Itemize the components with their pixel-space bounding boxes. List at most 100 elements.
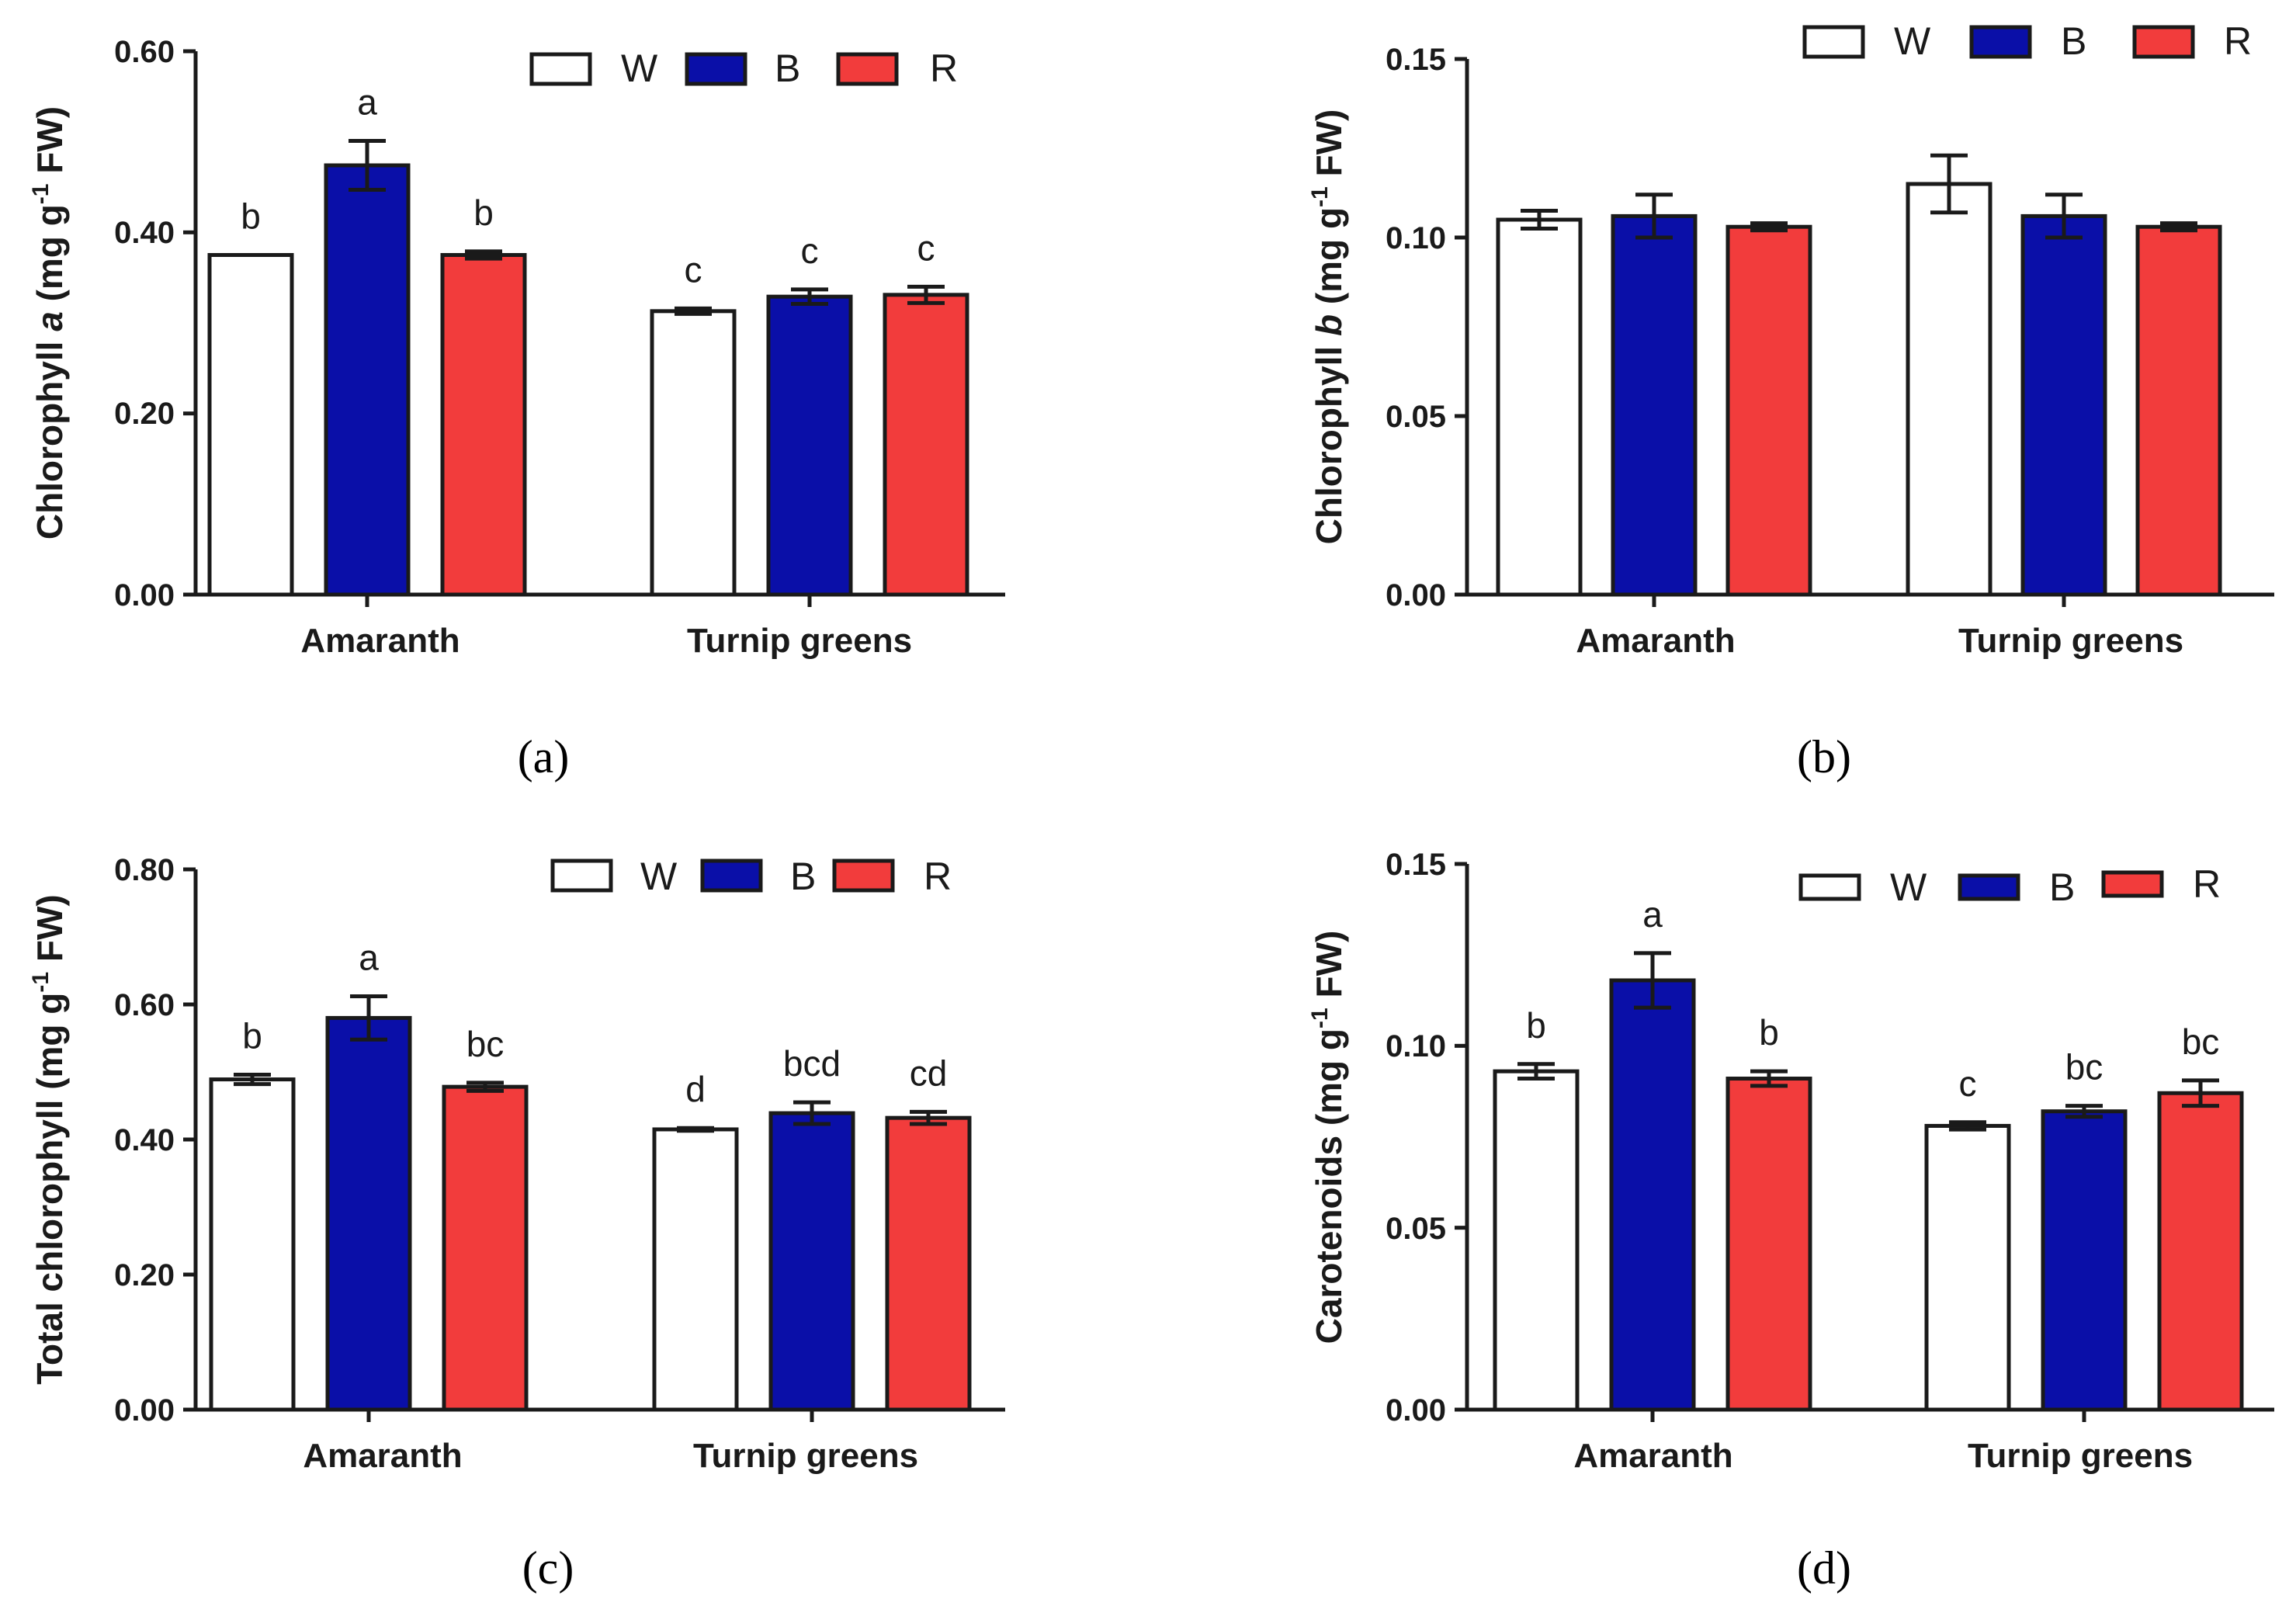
panel-b-caption: (b): [1797, 731, 1851, 782]
panel-d-ylabel-part: -1: [1307, 1008, 1333, 1029]
panel-d-bar-w-0: [1493, 1069, 1580, 1412]
legend-swatch-r: [832, 859, 895, 893]
legend-label-b: B: [2049, 865, 2075, 909]
panel-a-bar-r-1: [883, 293, 969, 597]
panel-a-significance-letter: c: [917, 227, 935, 268]
panel-d-ytick-label: 0.15: [1386, 848, 1446, 882]
panel-b-xtick-label: Amaranth: [1576, 622, 1735, 660]
panel-b-ytick-label: 0.00: [1386, 578, 1446, 612]
panel-c: 0.00 0.20 0.40 0.60 0.80 Amaranth Turnip…: [28, 853, 1005, 1594]
panel-c-significance-letter: bcd: [783, 1043, 841, 1084]
panel-d-significance-letter: c: [1959, 1063, 1977, 1104]
panel-d-axes: [1455, 862, 2274, 1422]
legend-swatch-w: [550, 859, 613, 893]
legend-label-w: W: [1894, 19, 1931, 63]
legend-swatch-w: [1802, 25, 1865, 59]
panel-a-y-ticks: 0.00 0.20 0.40 0.60: [114, 35, 175, 612]
panel-b-y-ticks: 0.00 0.05 0.10 0.15: [1386, 43, 1446, 612]
panel-b-xtick-label: Turnip greens: [1958, 622, 2183, 660]
panel-b-bar-w-0: [1496, 217, 1583, 597]
legend-label-w: W: [621, 47, 658, 90]
panel-b-ytick-label: 0.10: [1386, 221, 1446, 255]
panel-d-bar-w-1: [1924, 1123, 2011, 1412]
panel-b-ytick-label: 0.15: [1386, 43, 1446, 77]
panel-a-significance-letter: b: [473, 193, 494, 233]
panel-a-significance-letter: c: [685, 249, 702, 290]
panel-c-ytick-label: 0.40: [114, 1123, 175, 1157]
legend-swatch-w: [1798, 873, 1861, 901]
panel-b-ylabel-part: b: [1309, 314, 1349, 336]
panel-a-ylabel-part: Chlorophyll: [29, 331, 70, 539]
panel-b-bars: [1496, 153, 2222, 597]
panel-a-bar-w-1: [650, 309, 737, 597]
panel-c-bar-w-0: [209, 1077, 296, 1412]
legend-label-b: B: [775, 47, 800, 90]
panel-a: 0.00 0.20 0.40 0.60 Amaranth Turnip gree…: [28, 35, 1005, 782]
legend-swatch-r: [2132, 25, 2195, 59]
panel-d-significance-letter: b: [1526, 1005, 1546, 1046]
panel-c-y-ticks: 0.00 0.20 0.40 0.60 0.80: [114, 853, 175, 1427]
panel-d-ylabel-part: FW): [1309, 931, 1349, 1008]
panel-a-ylabel-part: -1: [28, 184, 54, 205]
panel-d-significance-letter: bc: [2182, 1022, 2220, 1062]
panel-d-legend: W B R: [1798, 862, 2221, 909]
panel-a-bar-b-1: [766, 294, 853, 597]
panel-b-bar-w-1: [1906, 182, 1993, 597]
legend-label-r: R: [2193, 862, 2221, 906]
panel-c-significance-letter: d: [685, 1069, 706, 1109]
panel-c-ylabel-part: FW): [29, 894, 70, 972]
legend-label-r: R: [930, 47, 958, 90]
panel-d-ylabel-part: Carotenoids (mg g: [1309, 1029, 1349, 1344]
legend-label-w: W: [1890, 865, 1927, 909]
panel-d-ytick-label: 0.00: [1386, 1393, 1446, 1427]
panel-a-ylabel-part: a: [29, 311, 70, 331]
panel-a-ylabel: Chlorophyll a (mg g-1 FW): [28, 106, 70, 539]
legend-label-r: R: [2224, 19, 2252, 63]
panel-a-bars: b a b c c c: [207, 82, 969, 597]
legend-label-r: R: [924, 855, 952, 898]
legend-label-w: W: [640, 855, 678, 898]
panel-b-ylabel-part: -1: [1307, 186, 1333, 207]
panel-a-legend: W B R: [529, 47, 958, 90]
panel-c-ylabel-part: -1: [28, 972, 54, 993]
panel-a-significance-letter: b: [241, 196, 261, 237]
panel-c-significance-letter: b: [242, 1015, 262, 1056]
panel-a-xtick-label: Turnip greens: [687, 622, 912, 660]
panel-c-xtick-label: Amaranth: [303, 1437, 462, 1475]
legend-swatch-b: [685, 52, 747, 86]
panel-a-bar-w-0: [207, 253, 294, 597]
legend-swatch-b: [700, 859, 763, 893]
panel-b-bar-b-0: [1611, 213, 1698, 597]
panel-d-bar-r-1: [2157, 1091, 2244, 1412]
panel-b-bar-r-0: [1725, 224, 1812, 597]
panel-a-ylabel-part: FW): [29, 106, 70, 184]
panel-d-caption: (d): [1797, 1542, 1851, 1594]
panel-d-ytick-label: 0.10: [1386, 1029, 1446, 1063]
panel-d-ytick-label: 0.05: [1386, 1212, 1446, 1246]
panel-b-ylabel-part: (mg g: [1309, 207, 1349, 314]
panel-c-legend: W B R: [550, 855, 952, 898]
panel-c-ylabel-part: Total chlorophyll (mg g: [29, 993, 70, 1385]
panel-d-xtick-label: Amaranth: [1573, 1437, 1732, 1475]
legend-label-b: B: [2061, 19, 2086, 63]
panel-c-xtick-label: Turnip greens: [693, 1437, 918, 1475]
panel-d-significance-letter: bc: [2065, 1047, 2104, 1087]
legend-label-b: B: [790, 855, 816, 898]
panel-d: 0.00 0.05 0.10 0.15 Amaranth Turnip gree…: [1307, 848, 2274, 1594]
panel-c-significance-letter: cd: [910, 1053, 948, 1093]
panel-c-ylabel: Total chlorophyll (mg g-1 FW): [28, 894, 70, 1384]
panel-a-significance-letter: c: [801, 231, 819, 271]
panel-b-ylabel-part: FW): [1309, 109, 1349, 187]
panel-c-axes: [183, 867, 1005, 1422]
legend-swatch-b: [1969, 25, 2032, 59]
panel-c-significance-letter: bc: [466, 1024, 505, 1064]
panel-c-ytick-label: 0.00: [114, 1393, 175, 1427]
legend-swatch-w: [529, 52, 592, 86]
panel-b: 0.00 0.05 0.10 0.15 Amaranth Turnip gree…: [1307, 19, 2274, 782]
panel-d-significance-letter: a: [1642, 894, 1663, 935]
panel-c-ytick-label: 0.80: [114, 853, 175, 887]
panel-b-ylabel: Chlorophyll b (mg g-1 FW): [1307, 109, 1349, 545]
panel-c-significance-letter: a: [359, 938, 379, 978]
